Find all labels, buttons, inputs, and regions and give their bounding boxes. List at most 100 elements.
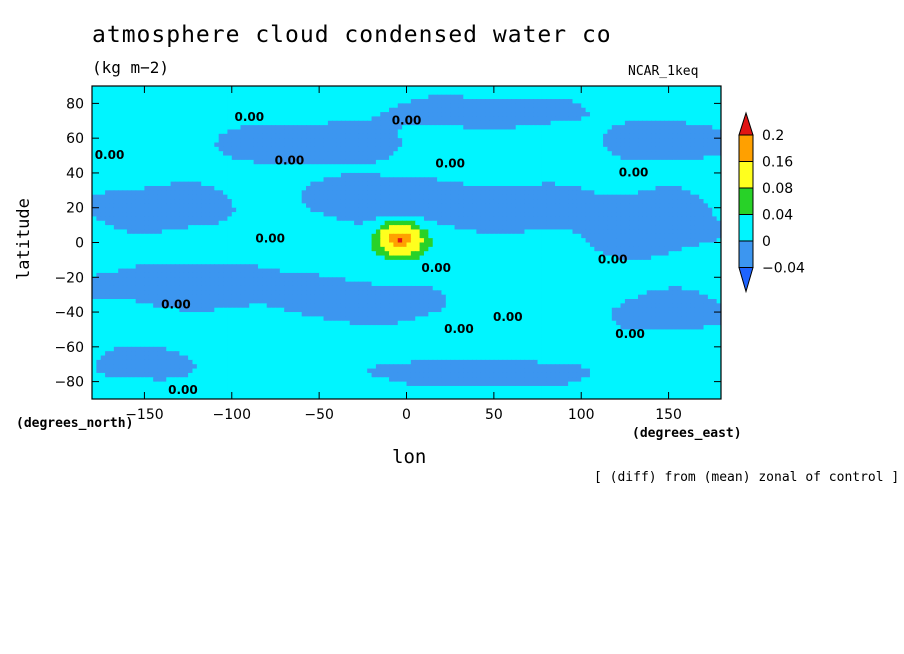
field-cell	[109, 225, 115, 231]
field-cell	[546, 112, 552, 118]
field-cell	[166, 107, 172, 113]
field-cell	[349, 138, 355, 144]
field-cell	[686, 194, 692, 200]
field-cell	[541, 203, 547, 209]
field-cell	[244, 199, 250, 204]
field-cell	[415, 168, 421, 174]
field-cell	[205, 225, 211, 231]
field-cell	[301, 146, 307, 152]
field-cell	[672, 86, 678, 91]
field-cell	[231, 99, 237, 104]
field-cell	[358, 168, 364, 174]
field-cell	[563, 129, 569, 135]
field-cell	[458, 168, 464, 174]
field-cell	[196, 220, 202, 226]
field-cell	[100, 116, 106, 122]
field-cell	[489, 225, 495, 231]
field-cell	[257, 146, 263, 152]
field-cell	[410, 99, 416, 104]
field-cell	[506, 185, 512, 191]
field-cell	[332, 220, 338, 226]
field-cell	[279, 203, 285, 209]
field-cell	[585, 225, 591, 231]
field-cell	[410, 116, 416, 122]
field-cell	[463, 172, 469, 178]
field-cell	[284, 120, 290, 126]
field-cell	[520, 229, 526, 235]
field-cell	[126, 155, 132, 161]
field-cell	[397, 220, 403, 226]
field-cell	[218, 203, 224, 209]
field-cell	[485, 190, 491, 196]
field-cell	[467, 159, 473, 165]
field-cell	[520, 86, 526, 91]
field-cell	[257, 99, 263, 104]
field-cell	[340, 185, 346, 191]
field-cell	[384, 125, 390, 131]
field-cell	[170, 112, 176, 118]
field-cell	[183, 229, 189, 235]
field-cell	[131, 225, 137, 231]
field-cell	[179, 138, 185, 144]
field-cell	[358, 190, 364, 196]
field-cell	[188, 107, 194, 113]
field-cell	[362, 172, 368, 178]
field-cell	[231, 203, 237, 209]
field-cell	[581, 172, 587, 178]
field-cell	[179, 94, 185, 100]
field-cell	[362, 86, 368, 91]
field-cell	[646, 159, 652, 165]
field-cell	[624, 159, 630, 165]
field-cell	[292, 94, 298, 100]
field-cell	[537, 116, 543, 122]
field-cell	[655, 138, 661, 144]
field-cell	[568, 172, 574, 178]
field-cell	[572, 90, 578, 96]
field-cell	[476, 220, 482, 226]
field-cell	[668, 181, 674, 187]
field-cell	[712, 177, 718, 183]
field-cell	[511, 212, 517, 218]
field-cell	[572, 212, 578, 218]
field-cell	[336, 185, 342, 191]
field-cell	[345, 99, 351, 104]
field-cell	[502, 133, 508, 139]
field-cell	[253, 212, 259, 218]
field-cell	[651, 185, 657, 191]
field-cell	[585, 94, 591, 100]
field-cell	[131, 172, 137, 178]
field-cell	[122, 229, 128, 235]
field-cell	[306, 138, 311, 144]
field-cell	[279, 225, 285, 231]
field-cell	[406, 164, 412, 170]
field-cell	[92, 99, 97, 104]
field-cell	[589, 94, 595, 100]
field-cell	[96, 133, 102, 139]
field-cell	[275, 99, 281, 104]
field-cell	[358, 120, 364, 126]
field-cell	[537, 168, 543, 174]
field-cell	[179, 220, 185, 226]
field-cell	[533, 164, 539, 170]
field-cell	[179, 199, 185, 204]
field-cell	[677, 94, 683, 100]
field-cell	[415, 112, 421, 118]
field-cell	[441, 151, 447, 157]
field-cell	[437, 177, 443, 183]
field-cell	[375, 216, 381, 222]
field-cell	[126, 233, 132, 239]
field-cell	[109, 185, 115, 191]
field-cell	[349, 155, 355, 161]
field-cell	[92, 229, 97, 235]
field-cell	[179, 129, 185, 135]
field-cell	[209, 207, 215, 213]
field-cell	[240, 229, 246, 235]
field-cell	[402, 190, 408, 196]
field-cell	[148, 103, 154, 109]
field-cell	[419, 112, 425, 118]
field-cell	[332, 138, 338, 144]
field-cell	[546, 199, 552, 204]
field-cell	[384, 94, 390, 100]
field-cell	[236, 103, 242, 109]
field-cell	[537, 194, 543, 200]
